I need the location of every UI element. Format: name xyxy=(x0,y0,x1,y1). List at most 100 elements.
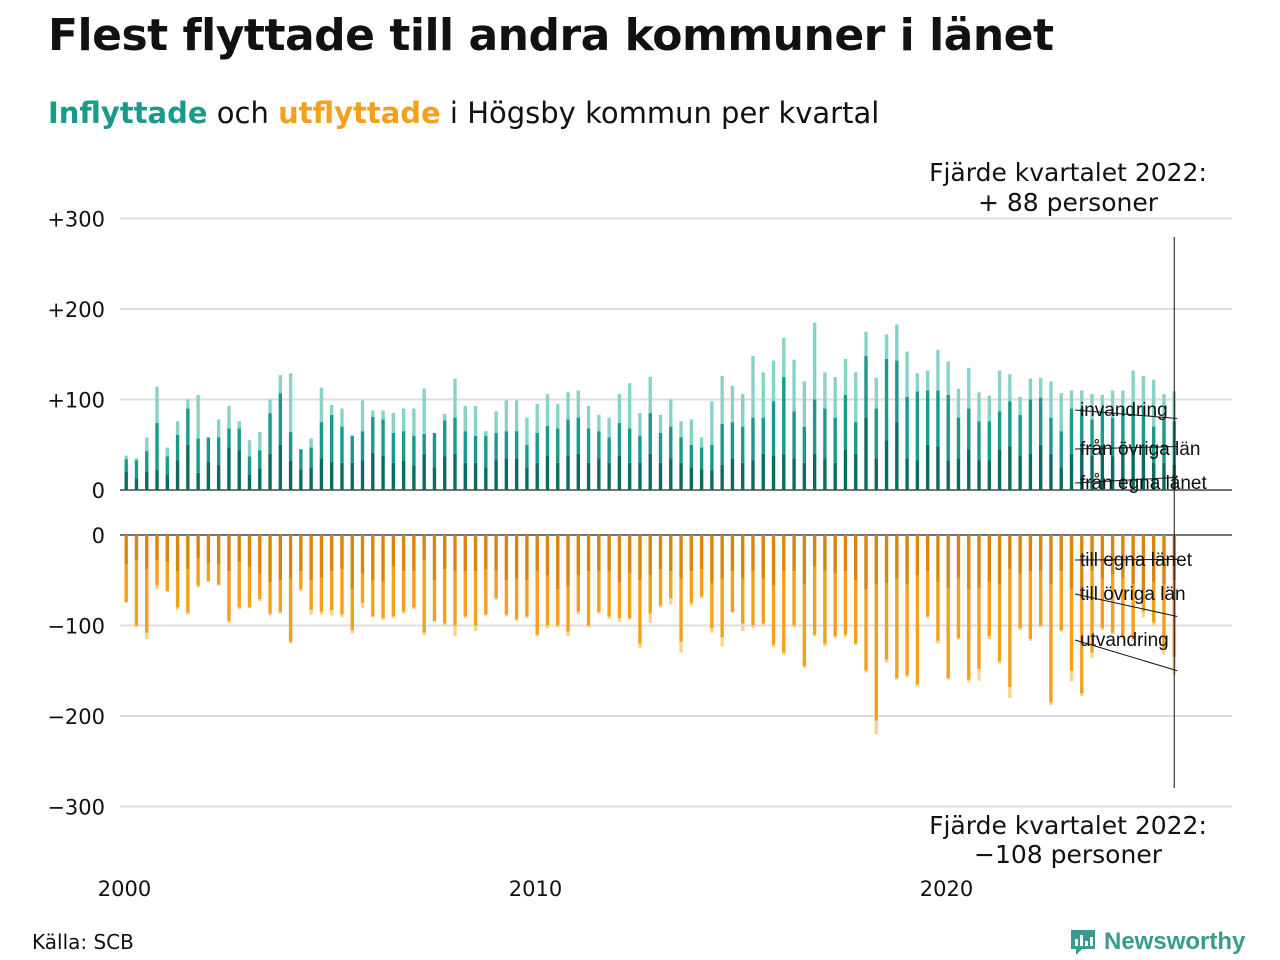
bar-out-egna xyxy=(741,535,745,579)
bar-in-invandring xyxy=(525,417,529,445)
bar-out-ovriga xyxy=(319,577,324,612)
bar-in-ovriga xyxy=(946,394,950,461)
bar-in-invandring xyxy=(658,414,663,433)
bar-in-invandring xyxy=(771,360,776,402)
bar-out-ovriga xyxy=(566,586,570,632)
bar-out-egna xyxy=(771,535,776,586)
bar-in-ovriga xyxy=(371,416,375,453)
bar-out-utvandring xyxy=(453,625,457,637)
bar-out-ovriga xyxy=(751,571,755,626)
bar-out-utvandring xyxy=(175,607,180,611)
bar-out-egna xyxy=(997,535,1002,585)
bar-out-utvandring xyxy=(1028,639,1033,641)
bar-in-egna xyxy=(535,462,539,490)
bar-out-utvandring xyxy=(792,625,796,628)
bar-in-ovriga xyxy=(360,431,365,461)
bar-out-egna xyxy=(699,535,704,570)
bar-out-egna xyxy=(525,535,529,581)
bar-out-ovriga xyxy=(453,571,457,626)
bar-out-ovriga xyxy=(699,569,704,597)
bar-out-egna xyxy=(247,535,252,567)
bar-out-utvandring xyxy=(1131,639,1135,641)
bar-out-egna xyxy=(1008,535,1012,570)
bar-out-utvandring xyxy=(874,720,878,735)
bar-in-egna xyxy=(915,460,920,490)
bar-in-invandring xyxy=(967,367,971,409)
bar-out-ovriga xyxy=(843,571,848,635)
bar-out-utvandring xyxy=(1049,702,1053,706)
bar-in-invandring xyxy=(699,437,704,448)
bar-in-egna xyxy=(360,460,365,490)
bar-in-invandring xyxy=(802,381,807,427)
bar-out-egna xyxy=(227,535,231,572)
bar-in-egna xyxy=(977,460,981,490)
bar-out-egna xyxy=(1110,535,1115,574)
bar-in-invandring xyxy=(751,356,755,418)
bar-in-egna xyxy=(340,462,344,490)
bar-out-ovriga xyxy=(648,575,652,614)
bar-out-ovriga xyxy=(997,584,1002,662)
y-tick-bottom: 0 xyxy=(92,524,105,548)
bar-out-egna xyxy=(802,535,807,585)
bar-out-egna xyxy=(1059,535,1063,572)
bar-out-ovriga xyxy=(925,571,930,617)
bar-in-egna xyxy=(679,462,683,490)
bar-in-ovriga xyxy=(175,434,180,461)
bar-out-utvandring xyxy=(391,616,396,619)
bar-out-ovriga xyxy=(288,578,293,642)
bar-out-ovriga xyxy=(884,582,889,660)
bar-in-ovriga xyxy=(381,419,385,456)
bar-in-egna xyxy=(854,453,858,490)
bar-out-ovriga xyxy=(905,584,909,676)
bar-in-ovriga xyxy=(627,428,632,463)
bar-in-ovriga xyxy=(823,408,827,459)
bar-out-utvandring xyxy=(833,636,837,639)
bar-in-invandring xyxy=(1162,394,1166,420)
bar-in-invandring xyxy=(453,378,457,418)
bar-out-egna xyxy=(936,535,940,583)
bar-in-egna xyxy=(987,460,991,490)
bar-in-invandring xyxy=(288,373,293,433)
bar-out-ovriga xyxy=(391,566,396,617)
bar-in-invandring xyxy=(741,394,745,427)
bar-out-utvandring xyxy=(895,677,899,680)
bar-in-egna xyxy=(792,458,796,490)
bar-in-ovriga xyxy=(689,444,694,468)
bar-out-utvandring xyxy=(1080,693,1084,697)
bar-out-egna xyxy=(566,535,570,587)
bar-out-utvandring xyxy=(237,607,241,610)
bar-in-invandring xyxy=(782,337,786,377)
bar-in-ovriga xyxy=(905,396,909,459)
bar-out-utvandring xyxy=(648,613,652,623)
bar-in-egna xyxy=(710,470,714,490)
bar-in-invandring xyxy=(823,372,827,409)
bar-out-ovriga xyxy=(484,569,488,615)
bar-in-egna xyxy=(638,462,642,490)
bar-in-invandring xyxy=(761,372,765,418)
bar-out-ovriga xyxy=(299,571,303,590)
bar-in-invandring xyxy=(258,432,262,451)
bar-out-utvandring xyxy=(751,625,755,629)
bar-out-ovriga xyxy=(463,571,467,617)
bar-out-ovriga xyxy=(627,573,632,619)
brand: Newsworthy xyxy=(1068,924,1245,960)
bar-out-utvandring xyxy=(371,616,375,618)
bar-out-utvandring xyxy=(699,596,704,599)
bar-in-invandring xyxy=(1121,390,1125,409)
bar-out-ovriga xyxy=(350,589,354,631)
bar-in-invandring xyxy=(946,361,950,395)
bar-out-ovriga xyxy=(1090,571,1094,653)
bar-in-egna xyxy=(658,462,663,490)
bar-out-utvandring xyxy=(823,643,827,647)
bar-out-ovriga xyxy=(227,571,231,621)
bar-out-ovriga xyxy=(1028,571,1033,640)
bar-in-egna xyxy=(936,446,940,490)
bar-out-ovriga xyxy=(330,571,334,611)
bar-out-utvandring xyxy=(278,611,283,614)
bar-out-ovriga xyxy=(597,571,601,612)
bar-in-invandring xyxy=(186,399,190,409)
bar-out-egna xyxy=(545,535,550,576)
bar-in-egna xyxy=(525,467,529,490)
bar-out-ovriga xyxy=(771,585,776,645)
bar-in-ovriga xyxy=(258,450,262,469)
